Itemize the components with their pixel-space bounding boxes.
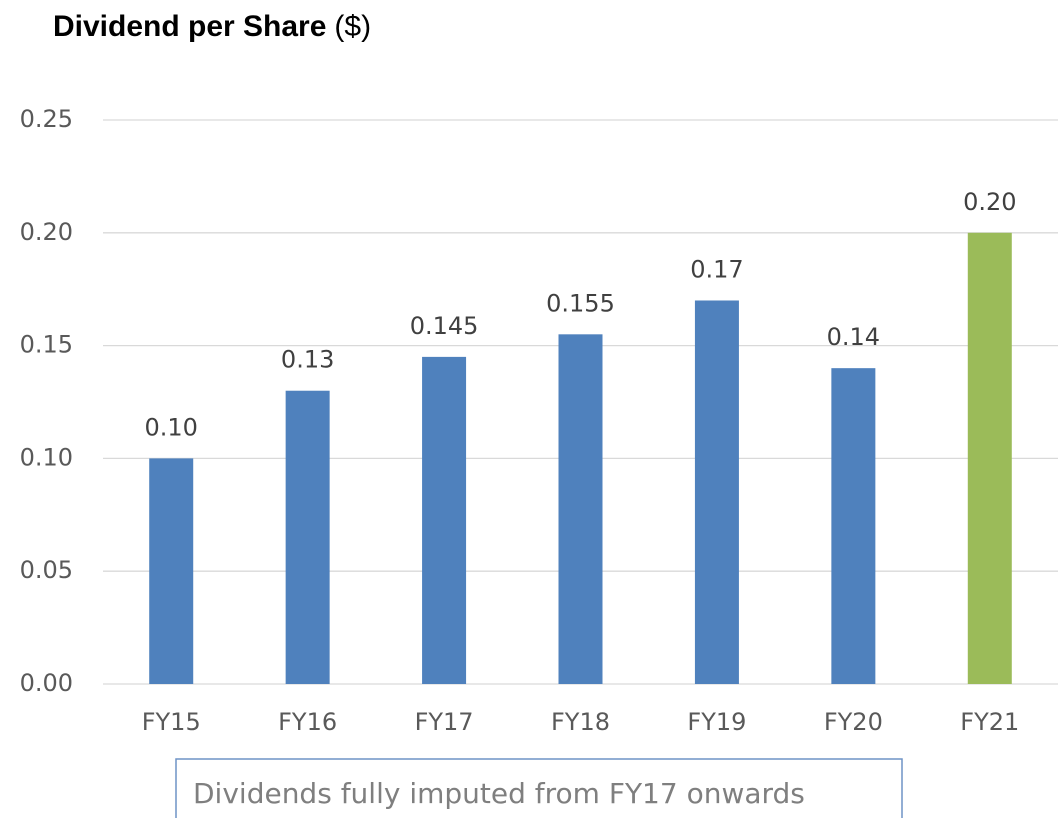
bar	[558, 334, 603, 684]
x-tick-label: FY19	[687, 708, 746, 736]
x-tick-label: FY21	[960, 708, 1019, 736]
annotation: Dividends fully imputed from FY17 onward…	[193, 777, 805, 810]
bar	[285, 390, 330, 684]
data-label: 0.20	[963, 188, 1016, 216]
x-tick-label: FY18	[551, 708, 610, 736]
y-tick-label: 0.15	[20, 331, 73, 359]
y-tick-label: 0.00	[20, 669, 73, 697]
bar	[831, 368, 876, 684]
x-tick-label: FY17	[415, 708, 474, 736]
data-label: 0.13	[281, 346, 334, 374]
bar	[694, 300, 739, 684]
x-tick-label: FY20	[824, 708, 883, 736]
data-label: 0.145	[410, 312, 479, 340]
chart-title-group: Dividend per Share ($)	[53, 10, 371, 43]
chart-unit: ($)	[334, 10, 371, 43]
y-tick-label: 0.25	[20, 105, 73, 133]
y-tick-label: 0.10	[20, 443, 73, 471]
annotation-box	[175, 758, 903, 818]
bar	[422, 356, 467, 684]
x-tick-label: FY15	[142, 708, 201, 736]
data-label: 0.17	[690, 255, 743, 283]
y-tick-label: 0.20	[20, 218, 73, 246]
data-label: 0.14	[827, 323, 880, 351]
chart-title: Dividend per Share	[53, 10, 326, 43]
bar	[149, 458, 194, 684]
bar	[967, 232, 1012, 685]
x-tick-label: FY16	[278, 708, 337, 736]
data-label: 0.10	[144, 413, 197, 441]
data-label: 0.155	[546, 289, 615, 317]
y-tick-label: 0.05	[20, 556, 73, 584]
